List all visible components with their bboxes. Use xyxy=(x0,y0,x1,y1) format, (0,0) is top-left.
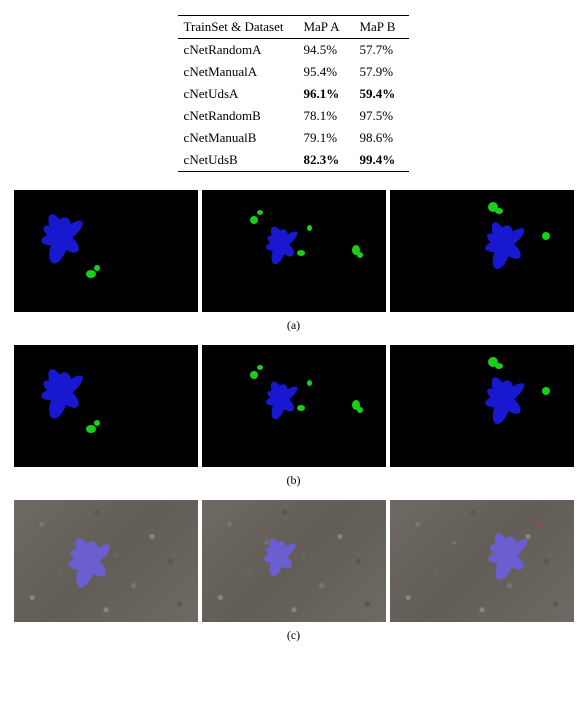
figure-panel xyxy=(202,345,386,467)
table-row: cNetManualB79.1%98.6% xyxy=(178,127,410,149)
segmentation-blob xyxy=(86,425,96,433)
segmentation-blob xyxy=(250,371,258,379)
marker-dot xyxy=(540,525,542,527)
cell-map-a: 78.1% xyxy=(297,105,353,127)
marker-dot xyxy=(302,545,304,547)
segmentation-blob xyxy=(495,363,503,369)
figure-panel xyxy=(390,345,574,467)
marker-dot xyxy=(535,520,537,522)
segmentation-blob xyxy=(86,270,96,278)
segmentation-blob xyxy=(257,210,263,215)
results-table-container: TrainSet & Dataset MaP A MaP B cNetRando… xyxy=(10,15,577,172)
cell-map-a: 82.3% xyxy=(297,149,353,172)
segmentation-blob xyxy=(250,216,258,224)
segmentation-blob xyxy=(307,225,312,231)
segmentation-blob xyxy=(357,252,363,258)
marker-dot xyxy=(262,530,264,532)
col-trainset: TrainSet & Dataset xyxy=(178,16,298,39)
segmentation-blob xyxy=(297,405,305,411)
soil-texture xyxy=(202,500,386,622)
cell-map-b: 59.4% xyxy=(353,83,409,105)
cell-name: cNetRandomA xyxy=(178,39,298,62)
cell-map-a: 94.5% xyxy=(297,39,353,62)
figure-panel xyxy=(14,345,198,467)
cell-name: cNetManualB xyxy=(178,127,298,149)
cell-name: cNetUdsA xyxy=(178,83,298,105)
segmentation-blob xyxy=(257,365,263,370)
caption-a: (a) xyxy=(10,318,577,333)
cell-name: cNetUdsB xyxy=(178,149,298,172)
caption-b: (b) xyxy=(10,473,577,488)
table-row: cNetRandomB78.1%97.5% xyxy=(178,105,410,127)
col-map-b: MaP B xyxy=(353,16,409,39)
figure-c: (c) xyxy=(10,500,577,643)
cell-name: cNetRandomB xyxy=(178,105,298,127)
segmentation-blob xyxy=(297,250,305,256)
figure-panel xyxy=(390,190,574,312)
figure-panel xyxy=(202,500,386,622)
col-map-a: MaP A xyxy=(297,16,353,39)
segmentation-blob xyxy=(357,407,363,413)
table-row: cNetUdsB82.3%99.4% xyxy=(178,149,410,172)
cell-map-a: 96.1% xyxy=(297,83,353,105)
cell-map-a: 79.1% xyxy=(297,127,353,149)
cell-map-b: 97.5% xyxy=(353,105,409,127)
segmentation-blob xyxy=(542,387,550,395)
cell-map-b: 57.7% xyxy=(353,39,409,62)
results-table: TrainSet & Dataset MaP A MaP B cNetRando… xyxy=(178,15,410,172)
cell-map-b: 57.9% xyxy=(353,61,409,83)
figure-panel xyxy=(390,500,574,622)
figure-b: (b) xyxy=(10,345,577,488)
figure-panel xyxy=(202,190,386,312)
table-row: cNetUdsA96.1%59.4% xyxy=(178,83,410,105)
table-row: cNetManualA95.4%57.9% xyxy=(178,61,410,83)
table-row: cNetRandomA94.5%57.7% xyxy=(178,39,410,62)
figure-panel xyxy=(14,190,198,312)
figure-panel xyxy=(14,500,198,622)
segmentation-blob xyxy=(495,208,503,214)
caption-c: (c) xyxy=(10,628,577,643)
segmentation-blob xyxy=(307,380,312,386)
soil-texture xyxy=(390,500,574,622)
cell-map-b: 98.6% xyxy=(353,127,409,149)
figure-a: (a) xyxy=(10,190,577,333)
cell-name: cNetManualA xyxy=(178,61,298,83)
segmentation-blob xyxy=(542,232,550,240)
cell-map-b: 99.4% xyxy=(353,149,409,172)
cell-map-a: 95.4% xyxy=(297,61,353,83)
soil-texture xyxy=(14,500,198,622)
segmentation-blob xyxy=(94,265,100,271)
segmentation-blob xyxy=(94,420,100,426)
